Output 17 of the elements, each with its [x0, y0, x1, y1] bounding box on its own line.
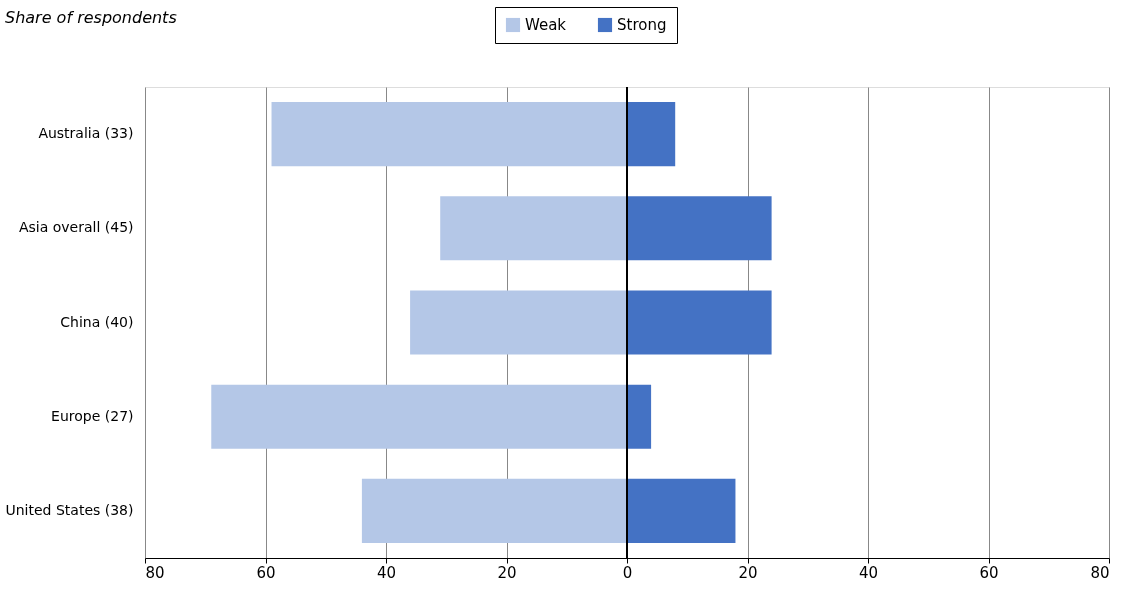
- legend-label: Strong: [617, 16, 667, 34]
- x-tick-label: 40: [858, 563, 879, 582]
- y-tick-label: Australia (33): [38, 125, 134, 142]
- x-tick-label: 20: [738, 563, 758, 582]
- y-tick-label: Asia overall (45): [18, 219, 134, 236]
- y-tick-label: United States (38): [5, 501, 134, 518]
- y-tick-label: Europe (27): [51, 407, 134, 424]
- x-tick-label: 40: [376, 563, 397, 582]
- x-tick-label: 80: [145, 563, 165, 582]
- x-tick-label: 20: [497, 563, 517, 582]
- x-tick-label: 60: [256, 563, 276, 582]
- x-tick-label: 0: [622, 563, 633, 582]
- y-tick-label: China (40): [60, 313, 134, 330]
- x-tick-label: 60: [979, 563, 999, 582]
- chart-title: Share of respondents: [5, 8, 177, 27]
- legend-label: Weak: [525, 16, 567, 34]
- x-tick-label: 80: [1090, 563, 1110, 582]
